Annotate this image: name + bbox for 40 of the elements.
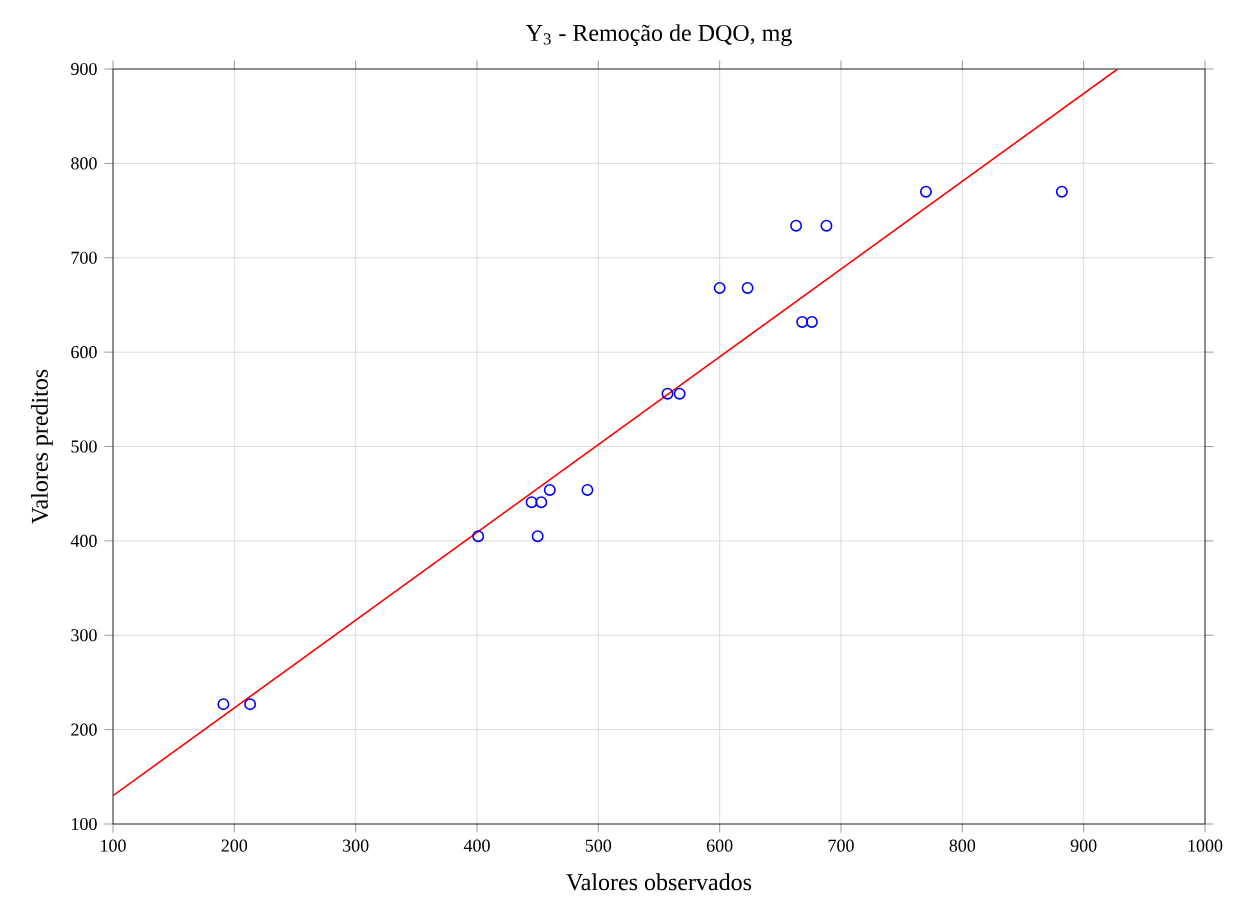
chart-title: Y$_{3}$ - Remoção de DQO, mg [525, 24, 792, 47]
x-tick-label: 300 [343, 839, 369, 852]
point [673, 387, 686, 400]
x-tick-label: 900 [1070, 839, 1097, 852]
point [531, 530, 544, 543]
y-tick-label: 300 [71, 629, 97, 642]
y-axis-title: Valores preditos [31, 369, 53, 524]
y-tick-label: 900 [71, 62, 97, 76]
y-tick-label: 500 [71, 440, 97, 453]
y-tick-label: 400 [70, 534, 97, 547]
x-tick-label: 700 [828, 839, 854, 852]
point [661, 387, 674, 400]
point [805, 315, 818, 328]
y-tick-label: 800 [71, 157, 97, 170]
point [535, 496, 548, 509]
x-tick-label: 600 [706, 839, 733, 852]
point [741, 281, 754, 294]
x-tick-label: 100 [101, 839, 126, 852]
point [713, 281, 726, 294]
y-tick-label: 200 [71, 723, 97, 736]
x-tick-label: 500 [585, 839, 612, 852]
point [217, 698, 230, 711]
x-tick-label: 200 [221, 839, 248, 852]
point [472, 530, 485, 543]
point [581, 483, 594, 496]
x-axis-title: Valores observados [566, 873, 752, 891]
x-tick-label: 1000 [1188, 839, 1223, 852]
point [820, 219, 833, 232]
y-tick-label: 600 [71, 346, 97, 359]
point [543, 483, 556, 496]
point [525, 496, 538, 509]
x-tick-label: 400 [463, 839, 490, 852]
point [244, 698, 257, 711]
y-tick-label: 100 [72, 817, 97, 831]
y-tick-label: 700 [71, 251, 97, 264]
point [919, 185, 932, 198]
x-tick-label: 800 [949, 839, 976, 852]
point [790, 219, 803, 232]
point [1055, 185, 1068, 198]
point [796, 315, 809, 328]
